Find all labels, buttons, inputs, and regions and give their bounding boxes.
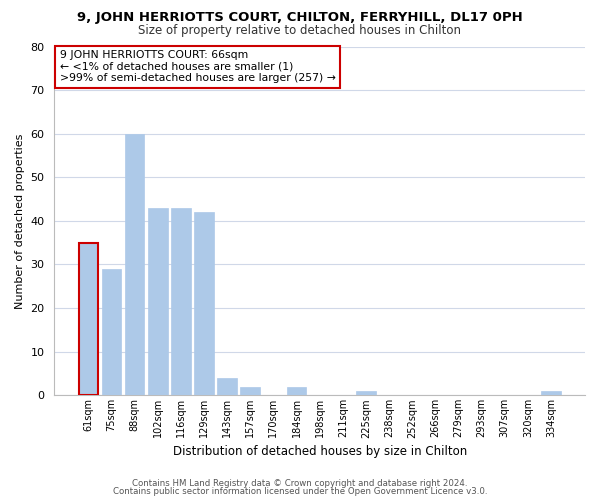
Bar xyxy=(171,208,191,396)
Text: Size of property relative to detached houses in Chilton: Size of property relative to detached ho… xyxy=(139,24,461,37)
Bar xyxy=(125,134,145,396)
X-axis label: Distribution of detached houses by size in Chilton: Distribution of detached houses by size … xyxy=(173,444,467,458)
Bar xyxy=(241,386,260,396)
Bar xyxy=(101,269,121,396)
Text: 9 JOHN HERRIOTTS COURT: 66sqm
← <1% of detached houses are smaller (1)
>99% of s: 9 JOHN HERRIOTTS COURT: 66sqm ← <1% of d… xyxy=(60,50,335,83)
Bar xyxy=(287,386,307,396)
Bar xyxy=(79,242,98,396)
Bar xyxy=(148,208,167,396)
Bar xyxy=(194,212,214,396)
Bar xyxy=(217,378,237,396)
Text: 9, JOHN HERRIOTTS COURT, CHILTON, FERRYHILL, DL17 0PH: 9, JOHN HERRIOTTS COURT, CHILTON, FERRYH… xyxy=(77,11,523,24)
Text: Contains public sector information licensed under the Open Government Licence v3: Contains public sector information licen… xyxy=(113,487,487,496)
Y-axis label: Number of detached properties: Number of detached properties xyxy=(15,133,25,308)
Text: Contains HM Land Registry data © Crown copyright and database right 2024.: Contains HM Land Registry data © Crown c… xyxy=(132,478,468,488)
Bar xyxy=(541,391,561,396)
Bar xyxy=(79,242,98,396)
Bar xyxy=(356,391,376,396)
